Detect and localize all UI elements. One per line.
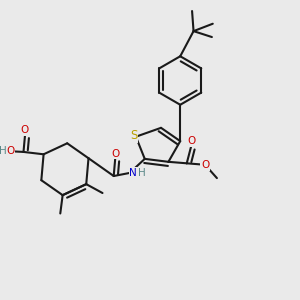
Text: O: O: [6, 146, 15, 156]
Text: N: N: [129, 168, 137, 178]
Text: O: O: [187, 136, 195, 146]
Text: H: H: [138, 168, 146, 178]
Text: O: O: [201, 160, 209, 170]
Text: O: O: [111, 148, 119, 158]
Text: H: H: [0, 146, 7, 156]
Text: S: S: [130, 129, 137, 142]
Text: O: O: [21, 125, 29, 135]
